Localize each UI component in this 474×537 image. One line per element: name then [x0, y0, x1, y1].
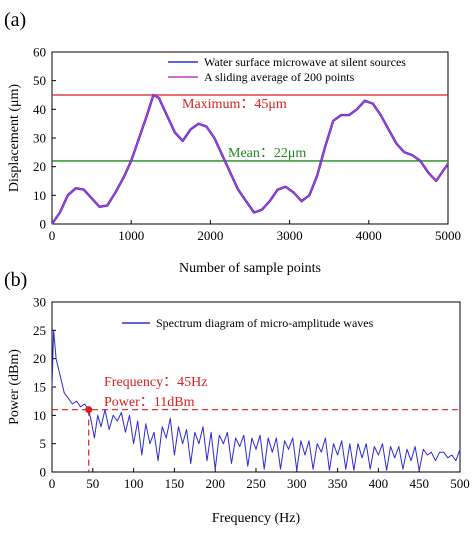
- y-axis-label-a: Displacement (μm): [7, 84, 22, 193]
- x-tick-label-1-3: 150: [165, 476, 185, 491]
- annotation-frequency: Frequency：45Hz: [104, 375, 207, 390]
- y-tick-label-1-2: 10: [33, 408, 46, 423]
- series-group-a: [51, 93, 449, 225]
- peak-marker-point: [85, 406, 93, 414]
- y-tick-label-1-5: 25: [33, 323, 46, 338]
- legend-label-raw: Water surface microwave at silent source…: [204, 55, 406, 69]
- x-tick-label-0-0: 0: [49, 228, 56, 243]
- y-tick-label-0-1: 10: [33, 188, 46, 203]
- y-tick-label-1-3: 15: [33, 380, 46, 395]
- series-group-b: [51, 329, 461, 471]
- y-axis-label-b: Power (dBm): [7, 349, 22, 425]
- legend-label-avg: A sliding average of 200 points: [204, 70, 355, 84]
- x-tick-label-0-1: 1000: [118, 228, 144, 243]
- chart-panel-b: (b) 0 50 100 150 200 250 300 350 400 450 500 0 5 10 15…: [4, 269, 470, 526]
- x-tick-label-1-1: 50: [86, 476, 99, 491]
- y-tick-label-0-0: 0: [40, 217, 47, 232]
- x-tick-label-1-4: 200: [205, 476, 225, 491]
- y-tick-label-1-6: 30: [33, 295, 46, 310]
- panel-label-a: (a): [4, 9, 26, 31]
- x-tick-label-0-4: 4000: [356, 228, 382, 243]
- y-tick-label-0-6: 60: [33, 45, 46, 60]
- panel-label-b: (b): [4, 269, 27, 291]
- y-tick-label-0-4: 40: [33, 102, 46, 117]
- reference-lines-a: [52, 94, 448, 162]
- x-axis-label-b: Frequency (Hz): [212, 511, 301, 526]
- x-tick-label-1-8: 400: [369, 476, 389, 491]
- y-tick-label-1-1: 5: [40, 436, 47, 451]
- x-tick-label-1-10: 500: [450, 476, 470, 491]
- y-tick-label-0-2: 20: [33, 159, 46, 174]
- legend-b: Spectrum diagram of micro-amplitude wave…: [122, 316, 374, 330]
- legend-a: Water surface microwave at silent source…: [168, 55, 406, 84]
- x-tick-label-1-6: 300: [287, 476, 307, 491]
- x-axis-label-a: Number of sample points: [179, 261, 321, 276]
- maximum-label: Maximum：45μm: [182, 97, 287, 112]
- series-line-spectrum: [51, 329, 461, 471]
- x-tick-label-0-5: 5000: [435, 228, 461, 243]
- y-tick-label-0-5: 50: [33, 73, 46, 88]
- x-tick-label-1-0: 0: [49, 476, 56, 491]
- x-tick-label-1-2: 100: [124, 476, 144, 491]
- x-tick-label-1-5: 250: [246, 476, 266, 491]
- legend-label-spectrum: Spectrum diagram of micro-amplitude wave…: [156, 316, 374, 330]
- x-tick-label-1-9: 450: [409, 476, 429, 491]
- series-line-average: [51, 94, 449, 225]
- x-tick-label-1-7: 350: [328, 476, 348, 491]
- marker-group-b: [52, 409, 460, 472]
- y-tick-label-1-4: 20: [33, 351, 46, 366]
- axis-ticks-b: 0 50 100 150 200 250 300 350 400 450 500 0 5 10 15 20 25…: [33, 295, 470, 492]
- annotation-power: Power：11dBm: [104, 395, 195, 410]
- y-tick-label-1-0: 0: [40, 465, 47, 480]
- x-tick-label-0-2: 2000: [197, 228, 223, 243]
- axis-ticks-a: 0 1000 2000 3000 4000 5000 0 10 20 30 40 50 60: [33, 45, 461, 244]
- mean-label: Mean：22μm: [228, 146, 306, 161]
- chart-panel-a: (a) 0 1000 2000 3000 4000 5000 0 10 20 30 40 50 60 M…: [4, 9, 461, 276]
- x-tick-label-0-3: 3000: [277, 228, 303, 243]
- y-tick-label-0-3: 30: [33, 131, 46, 146]
